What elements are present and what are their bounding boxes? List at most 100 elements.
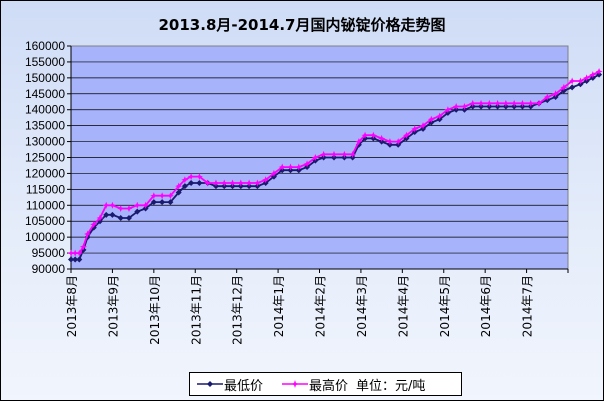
data-point-1 bbox=[535, 99, 543, 107]
data-point-1 bbox=[340, 150, 348, 158]
data-point-1 bbox=[102, 201, 110, 209]
x-tick-label: 2014年7月 bbox=[521, 275, 535, 337]
data-point-1 bbox=[96, 214, 104, 222]
data-point-1 bbox=[253, 179, 261, 187]
data-point-1 bbox=[75, 249, 83, 257]
data-point-0 bbox=[150, 199, 157, 206]
data-point-0 bbox=[68, 256, 74, 263]
data-point-0 bbox=[181, 183, 188, 190]
legend-label-high: 最高价 bbox=[309, 378, 349, 394]
data-point-1 bbox=[79, 243, 87, 251]
data-point-0 bbox=[72, 256, 79, 263]
y-tick-label: 105000 bbox=[25, 214, 65, 228]
gridlines bbox=[71, 61, 568, 254]
data-point-1 bbox=[175, 182, 183, 190]
y-tick-label: 90000 bbox=[32, 262, 66, 276]
data-point-0 bbox=[188, 179, 195, 186]
data-point-1 bbox=[419, 122, 427, 130]
data-point-1 bbox=[220, 179, 228, 187]
x-tick-label: 2014年5月 bbox=[438, 275, 452, 337]
data-point-1 bbox=[204, 179, 212, 187]
data-point-1 bbox=[427, 115, 435, 123]
y-tick-labels: 90000 95000 100000 105000 110000 115000 120000… bbox=[25, 39, 71, 276]
data-point-0 bbox=[167, 199, 174, 206]
data-point-1 bbox=[287, 163, 295, 171]
data-point-1 bbox=[589, 71, 597, 79]
data-point-1 bbox=[576, 77, 584, 85]
data-point-1 bbox=[125, 204, 133, 212]
data-point-0 bbox=[196, 179, 203, 186]
series-group bbox=[67, 67, 603, 263]
x-tick-labels: 2013年8月 2013年9月 2013年10月 2013年11月 2013年12月 20… bbox=[65, 269, 569, 345]
data-point-0 bbox=[175, 189, 182, 196]
data-point-0 bbox=[109, 211, 116, 218]
y-tick-label: 160000 bbox=[25, 39, 65, 53]
data-point-1 bbox=[142, 201, 150, 209]
data-point-1 bbox=[330, 150, 338, 158]
data-point-1 bbox=[444, 106, 452, 114]
data-point-1 bbox=[320, 150, 328, 158]
data-point-1 bbox=[71, 249, 79, 257]
data-point-1 bbox=[278, 163, 286, 171]
data-point-1 bbox=[311, 154, 319, 161]
x-tick-label: 2014年4月 bbox=[396, 275, 410, 337]
data-point-1 bbox=[568, 77, 576, 85]
y-tick-label: 130000 bbox=[25, 135, 65, 149]
y-tick-label: 155000 bbox=[25, 55, 65, 69]
data-point-1 bbox=[181, 176, 189, 184]
data-point-1 bbox=[394, 138, 402, 146]
data-point-1 bbox=[349, 150, 357, 158]
data-point-1 bbox=[510, 99, 518, 107]
data-point-1 bbox=[543, 93, 551, 101]
x-tick-label: 2013年11月 bbox=[189, 275, 203, 345]
data-point-1 bbox=[485, 99, 493, 107]
data-point-1 bbox=[518, 99, 526, 107]
y-tick-label: 120000 bbox=[25, 166, 65, 180]
data-point-1 bbox=[90, 220, 98, 228]
data-point-1 bbox=[469, 99, 477, 107]
data-point-1 bbox=[166, 192, 174, 200]
x-tick-label: 2013年8月 bbox=[65, 275, 79, 337]
data-point-0 bbox=[103, 211, 110, 218]
data-point-1 bbox=[108, 201, 116, 209]
data-point-1 bbox=[67, 249, 75, 257]
y-tick-label: 115000 bbox=[26, 182, 65, 196]
legend-swatch-high bbox=[282, 380, 309, 388]
data-point-1 bbox=[436, 112, 444, 120]
x-tick-label: 2013年9月 bbox=[106, 275, 120, 337]
data-point-1 bbox=[460, 103, 468, 111]
data-point-1 bbox=[477, 99, 485, 107]
data-point-1 bbox=[560, 83, 568, 91]
x-tick-label: 2014年6月 bbox=[479, 275, 493, 337]
data-point-1 bbox=[295, 163, 303, 171]
y-tick-label: 145000 bbox=[25, 87, 65, 101]
y-tick-label: 110000 bbox=[26, 198, 65, 212]
y-tick-label: 125000 bbox=[25, 151, 65, 165]
data-point-1 bbox=[583, 74, 591, 82]
chart-title: 2013.8月-2014.7月国内铋锭价格走势图 bbox=[158, 16, 446, 34]
data-point-0 bbox=[569, 84, 576, 91]
data-point-1 bbox=[303, 160, 311, 168]
data-point-1 bbox=[378, 134, 386, 142]
data-point-1 bbox=[229, 179, 237, 187]
data-point-1 bbox=[187, 173, 195, 181]
data-point-1 bbox=[117, 204, 125, 212]
data-point-1 bbox=[552, 90, 560, 98]
data-point-1 bbox=[361, 131, 369, 139]
legend-item-low: 最低价 bbox=[196, 375, 263, 394]
y-tick-label: 100000 bbox=[25, 230, 65, 244]
data-point-1 bbox=[402, 131, 410, 139]
data-point-1 bbox=[262, 176, 270, 184]
data-point-1 bbox=[527, 99, 535, 107]
data-point-1 bbox=[411, 125, 419, 133]
data-point-1 bbox=[195, 173, 203, 181]
data-point-1 bbox=[355, 138, 363, 146]
data-point-1 bbox=[84, 230, 92, 238]
data-point-0 bbox=[76, 256, 83, 263]
data-point-1 bbox=[212, 179, 220, 187]
x-tick-label: 2014年3月 bbox=[355, 275, 369, 337]
x-tick-label: 2014年1月 bbox=[272, 275, 286, 337]
data-point-1 bbox=[133, 201, 141, 209]
data-point-1 bbox=[237, 179, 245, 187]
